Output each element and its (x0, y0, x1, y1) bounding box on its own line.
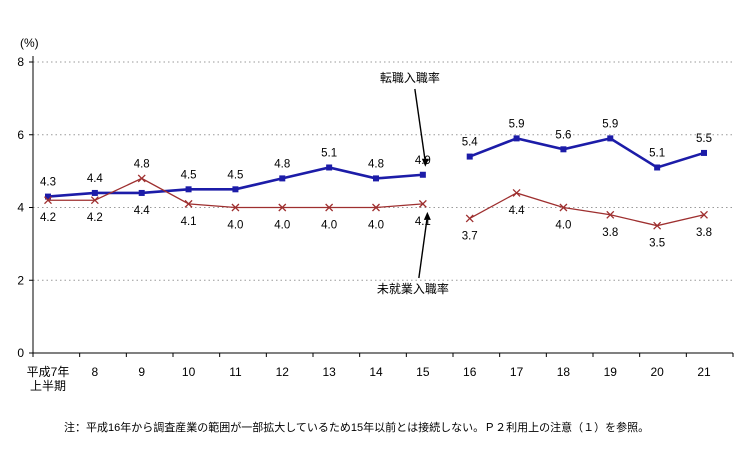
svg-text:9: 9 (138, 365, 145, 379)
svg-text:15: 15 (416, 365, 430, 379)
svg-text:4.4: 4.4 (509, 205, 526, 217)
svg-text:4.8: 4.8 (368, 158, 384, 170)
svg-text:4.0: 4.0 (321, 220, 337, 232)
svg-text:16: 16 (463, 365, 477, 379)
svg-text:4.8: 4.8 (134, 158, 150, 170)
svg-text:20: 20 (650, 365, 664, 379)
svg-text:8: 8 (17, 55, 24, 69)
series-0-markers (45, 135, 707, 200)
axes (29, 56, 734, 357)
svg-text:4.1: 4.1 (181, 216, 197, 228)
svg-text:13: 13 (322, 365, 336, 379)
svg-text:2: 2 (17, 273, 24, 287)
svg-text:3.8: 3.8 (602, 227, 618, 239)
svg-text:3.5: 3.5 (649, 238, 665, 250)
svg-text:平成7年: 平成7年 (27, 365, 70, 379)
svg-text:5.9: 5.9 (602, 118, 618, 130)
svg-text:21: 21 (697, 365, 711, 379)
line-chart: 0 2 4 6 8 (%) 平成7年 上半期 8 9 10 11 12 13 14 15 16 17 18 19 20 2… (17, 36, 734, 393)
svg-text:4.5: 4.5 (227, 169, 243, 181)
svg-text:0: 0 (17, 346, 24, 360)
svg-text:4.0: 4.0 (555, 220, 571, 232)
svg-text:5.1: 5.1 (321, 147, 337, 159)
svg-text:8: 8 (92, 365, 99, 379)
svg-text:10: 10 (182, 365, 196, 379)
svg-text:上半期: 上半期 (30, 379, 66, 393)
svg-text:4.3: 4.3 (40, 177, 56, 189)
svg-text:5.5: 5.5 (696, 133, 712, 145)
svg-text:4: 4 (17, 201, 24, 215)
svg-text:12: 12 (276, 365, 290, 379)
svg-text:4.0: 4.0 (227, 220, 243, 232)
svg-text:14: 14 (369, 365, 383, 379)
y-axis-labels: 0 2 4 6 8 (%) (17, 36, 38, 360)
footnote: 注：平成16年から調査産業の範囲が一部拡大しているため15年以前とは接続しない。… (64, 422, 650, 434)
svg-text:6: 6 (17, 128, 24, 142)
series-1-labels: 4.2 4.24.84.1 4.0 4.0 4.0 4.0 4.13.74.44.03.83… (40, 158, 712, 249)
series-1-markers (44, 174, 708, 230)
svg-text:4.0: 4.0 (274, 220, 290, 232)
svg-text:4.2: 4.2 (87, 212, 103, 224)
series-0-labels: 4.34.44.44.54.54.85.14.84.95.45.95.65.95… (40, 118, 712, 217)
svg-text:19: 19 (604, 365, 618, 379)
svg-text:5.6: 5.6 (555, 129, 571, 141)
svg-text:転職入職率: 転職入職率 (380, 70, 440, 85)
svg-text:3.7: 3.7 (462, 230, 478, 242)
svg-text:5.1: 5.1 (649, 147, 665, 159)
svg-text:4.0: 4.0 (368, 220, 384, 232)
svg-text:未就業入職率: 未就業入職率 (377, 281, 449, 296)
svg-text:4.4: 4.4 (134, 205, 151, 217)
svg-text:5.4: 5.4 (462, 137, 479, 149)
svg-text:18: 18 (557, 365, 571, 379)
svg-text:4.8: 4.8 (274, 158, 290, 170)
svg-text:4.2: 4.2 (40, 212, 56, 224)
svg-text:4.4: 4.4 (87, 173, 104, 185)
gridlines (33, 61, 733, 281)
svg-text:3.8: 3.8 (696, 227, 712, 239)
svg-text:(%): (%) (20, 36, 39, 50)
svg-text:17: 17 (510, 365, 524, 379)
svg-text:4.5: 4.5 (181, 169, 197, 181)
svg-text:11: 11 (229, 365, 242, 379)
svg-text:5.9: 5.9 (509, 118, 525, 130)
